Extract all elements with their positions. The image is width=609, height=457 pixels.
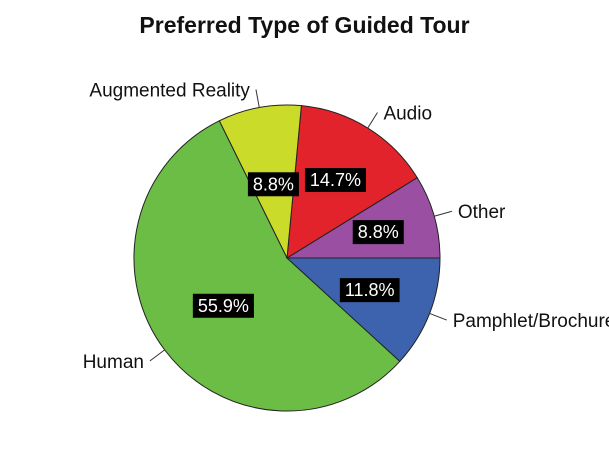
data-label-text: 55.9% [198,296,249,316]
callout-line-other [434,210,452,217]
data-label-human: 55.9% [192,293,254,318]
data-label-text: 14.7% [310,170,361,190]
category-label-pamphlet-brochure: Pamphlet/Brochure [453,311,609,332]
data-label-text: 11.8% [345,280,395,300]
data-label-audio: 14.7% [304,168,366,193]
category-label-human: Human [83,352,144,373]
data-label-text: 8.8% [253,174,294,194]
data-label-background [304,168,366,193]
callout-line-augmented-reality [255,89,260,108]
callout-line-pamphlet-brochure [429,312,447,321]
data-label-pamphlet-brochure: 11.8% [339,278,400,303]
chart-title: Preferred Type of Guided Tour [139,12,470,38]
callout-line-human [149,349,165,362]
data-label-background [247,172,299,197]
data-label-augmented-reality: 8.8% [247,172,299,197]
data-label-background [192,293,254,318]
category-label-audio: Audio [383,103,432,124]
callout-line-audio [367,112,378,129]
category-label-augmented-reality: Augmented Reality [89,80,250,101]
data-label-other: 8.8% [352,220,404,245]
data-label-text: 8.8% [358,222,399,242]
pie-slice-human [133,120,401,412]
category-label-other: Other [458,202,506,223]
data-label-background [352,220,404,245]
data-label-background [339,278,400,303]
